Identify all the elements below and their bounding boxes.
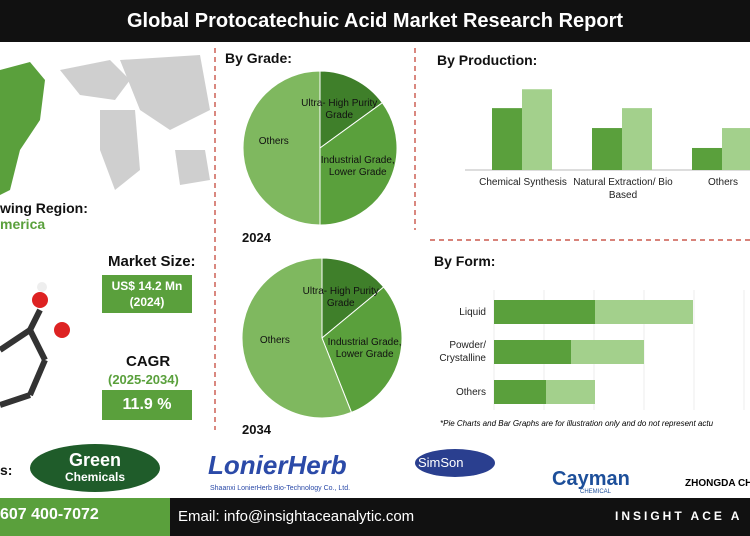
logo-text: Green xyxy=(68,450,122,470)
pie-slice xyxy=(321,257,385,340)
logo-green xyxy=(30,444,160,492)
x-tick-label: Natural Extraction/ Bio Based xyxy=(573,177,673,201)
logo-simson xyxy=(415,449,495,477)
brand: INSIGHT ACE A xyxy=(615,509,743,523)
bar xyxy=(622,108,652,170)
title: Global Protocatechuic Acid Market Resear… xyxy=(126,10,624,32)
logo-cayman-sub: CHEMICAL xyxy=(580,489,612,495)
bar xyxy=(494,340,571,364)
market-size-year: (2024) xyxy=(129,295,165,309)
phone: 607 400-7072 xyxy=(0,506,99,523)
email-bar xyxy=(170,498,750,536)
bar xyxy=(571,340,644,364)
market-size-value: US$ 14.2 Mn xyxy=(111,279,183,293)
y-tick-label: Others xyxy=(455,387,486,398)
slice-label: Industrial Grade, Lower Grade xyxy=(327,336,402,360)
bar xyxy=(492,108,522,170)
slice-label: Ultra- High Purity Grade xyxy=(302,286,379,310)
logo-cayman: Cayman xyxy=(552,468,630,490)
logos-label: s: xyxy=(0,462,13,478)
slice-label: Others xyxy=(258,136,289,147)
logo-green-text: Green Chemicals xyxy=(65,450,126,486)
x-tick-label: Others xyxy=(707,177,738,188)
logo-lonierherb-sub: Shaanxi LonierHerb Bio-Technology Co., L… xyxy=(210,485,351,492)
pie-slice xyxy=(319,102,398,226)
bar xyxy=(494,380,546,404)
production-title: By Production: xyxy=(437,52,538,68)
x-tick-label: Chemical Synthesis xyxy=(479,177,567,188)
market-size-box: US$ 14.2 Mn (2024) xyxy=(102,275,192,313)
year-2034: 2034 xyxy=(242,422,271,437)
cagr-period: (2025-2034) xyxy=(108,372,179,387)
region-value: merica xyxy=(0,216,46,232)
bar xyxy=(595,300,693,324)
logo-zhongda: ZHONGDA CH xyxy=(685,478,750,489)
bar xyxy=(546,380,595,404)
y-tick-label: Liquid xyxy=(459,307,486,318)
slice-label: Industrial Grade, Lower Grade xyxy=(320,155,395,179)
world-map xyxy=(0,55,210,195)
logo-text: Chemicals xyxy=(65,470,126,484)
y-tick-label: Powder/ Crystalline xyxy=(439,340,486,364)
region-label: wing Region: xyxy=(0,200,88,216)
slice-label: Ultra- High Purity Grade xyxy=(301,98,378,122)
bar xyxy=(592,128,622,170)
bar xyxy=(494,300,595,324)
pie-slice xyxy=(319,70,383,149)
market-size-label: Market Size: xyxy=(108,253,196,270)
dividers xyxy=(214,48,750,430)
note: *Pie Charts and Bar Graphs are for illus… xyxy=(440,419,714,428)
cagr-value: 11.9 % xyxy=(102,390,192,420)
bar xyxy=(722,128,750,170)
cagr-label: CAGR xyxy=(126,353,171,370)
grade-title: By Grade: xyxy=(225,50,292,66)
title-bar xyxy=(0,0,750,42)
email: Email: info@insightaceanalytic.com xyxy=(178,508,415,525)
logo-simson-text: SimSon xyxy=(418,455,464,470)
pie-slice xyxy=(241,257,353,419)
phone-bar xyxy=(0,498,170,536)
molecule xyxy=(0,282,70,408)
slice-label: Others xyxy=(259,334,290,346)
pie-slice xyxy=(321,286,403,414)
pie-slice xyxy=(242,70,321,226)
bar xyxy=(522,89,552,170)
form-title: By Form: xyxy=(434,253,496,269)
logo-lonierherb: LonierHerb xyxy=(208,450,347,480)
year-2024: 2024 xyxy=(242,230,271,245)
bar xyxy=(692,147,722,170)
